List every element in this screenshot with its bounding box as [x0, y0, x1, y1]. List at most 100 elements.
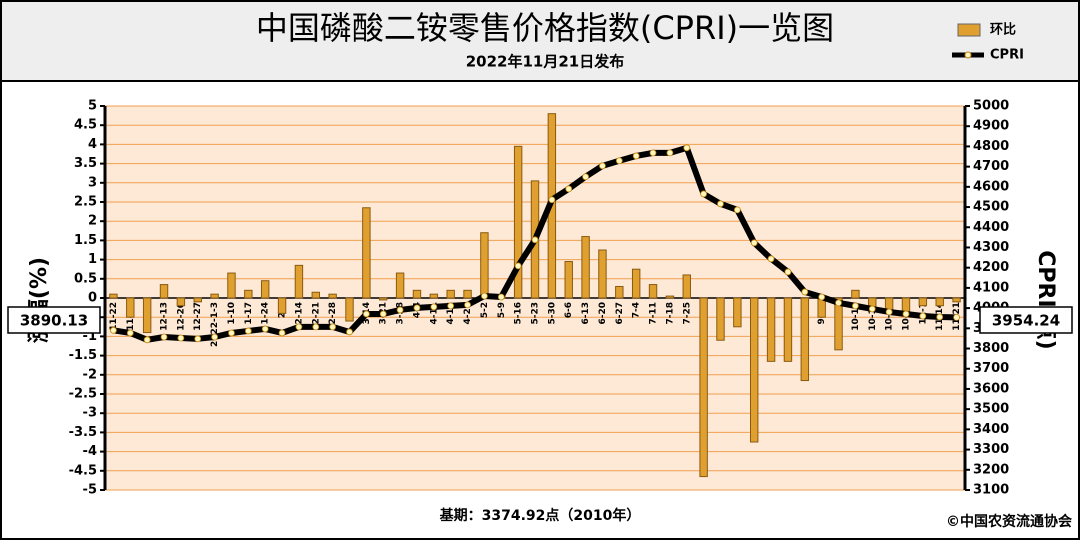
y-tick-label: -4.5 — [69, 463, 97, 478]
cpri-point — [936, 313, 944, 321]
bar — [328, 293, 337, 299]
cpri-point — [396, 306, 404, 314]
bar — [598, 249, 607, 299]
x-tick-label: 4-11 — [429, 302, 439, 325]
bar — [800, 297, 810, 382]
bar — [109, 293, 118, 299]
cpri-point — [295, 323, 303, 331]
y-tick-label: -2.5 — [69, 387, 97, 402]
x-tick-label: 12-27 — [193, 302, 203, 331]
y-tick-label: 4.5 — [74, 118, 97, 133]
y2-tick-label: 3300 — [973, 442, 1009, 457]
cpri-point — [700, 190, 708, 198]
cpri-point — [733, 206, 741, 214]
x-tick-label: 6-6 — [564, 302, 574, 318]
y-tick-label: 3 — [88, 175, 97, 190]
header — [0, 0, 1080, 82]
cpri-point — [177, 334, 185, 342]
cpri-point — [143, 336, 151, 344]
y-tick-label: 2.5 — [74, 195, 97, 210]
x-tick-label: 5-2 — [480, 302, 490, 318]
bar — [362, 207, 371, 299]
bar — [429, 293, 439, 299]
x-tick-label: 6-20 — [598, 302, 608, 325]
end-value-label: 3890.13 — [20, 312, 88, 330]
y2-axis-label: CPRI(点) — [1033, 250, 1059, 350]
cpri-point — [447, 302, 455, 310]
cpri-point — [649, 149, 657, 157]
cpri-point — [110, 326, 117, 334]
cpri-point — [278, 329, 286, 337]
cpri-point — [565, 185, 573, 193]
bar — [851, 289, 860, 299]
y2-tick-label: 4100 — [973, 280, 1009, 295]
cpri-point — [413, 304, 421, 312]
bar — [412, 289, 422, 299]
x-tick-label: 5-30 — [547, 302, 557, 325]
x-tick-label: 2-28 — [328, 302, 338, 325]
x-tick-label: 2022-1-3 — [210, 302, 220, 347]
bar — [952, 297, 961, 303]
x-tick-label: 11-22 — [109, 302, 119, 331]
x-tick-label: 4-18 — [446, 302, 456, 325]
bar — [682, 274, 691, 299]
x-tick-label: 2-21 — [311, 302, 321, 325]
cpri-point — [767, 255, 775, 263]
x-tick-label: 7-11 — [649, 302, 659, 325]
end-value-label: 3954.24 — [992, 312, 1060, 330]
cpri-point — [228, 329, 235, 337]
x-tick-label: 5-9 — [497, 302, 507, 318]
cpri-point — [835, 299, 842, 307]
y2-tick-label: 4200 — [973, 260, 1009, 275]
y2-tick-label: 5000 — [973, 99, 1009, 114]
y-tick-label: 1.5 — [74, 233, 97, 248]
y2-tick-label: 4600 — [973, 179, 1009, 194]
bar — [260, 280, 270, 299]
cpri-point — [851, 302, 859, 310]
y2-tick-label: 4500 — [973, 200, 1009, 215]
bar — [648, 284, 658, 299]
y-tick-label: -5 — [83, 483, 97, 498]
x-tick-label: 6-27 — [615, 302, 625, 325]
bar — [733, 297, 742, 328]
cpri-point — [750, 239, 758, 247]
bar — [716, 297, 725, 341]
cpri-point — [683, 144, 691, 152]
x-tick-label: 7-18 — [665, 302, 675, 325]
bar — [159, 284, 169, 299]
bar — [294, 264, 304, 299]
bar — [480, 232, 489, 299]
bar — [513, 145, 523, 299]
cpri-point — [818, 293, 826, 301]
cpri-point — [379, 310, 387, 318]
y-tick-label: -3 — [83, 406, 97, 421]
x-tick-label: 12-13 — [160, 302, 170, 331]
source: ©中国农资流通协会 — [946, 513, 1073, 530]
y-tick-label: 1 — [88, 252, 97, 267]
cpri-point — [548, 196, 556, 204]
cpri-point — [464, 301, 471, 309]
x-tick-label: 10-17 — [868, 302, 878, 331]
legend-label: CPRI — [990, 48, 1024, 63]
cpri-point — [244, 327, 252, 335]
x-tick-label: 5-16 — [514, 302, 524, 325]
cpri-point — [615, 157, 623, 165]
y-tick-label: -2 — [83, 367, 97, 382]
cpri-point — [126, 329, 134, 337]
y2-tick-label: 4700 — [973, 159, 1009, 174]
bar — [277, 297, 287, 314]
cpri-point — [632, 152, 640, 160]
cpri-point — [261, 325, 269, 333]
y2-tick-label: 4300 — [973, 240, 1009, 255]
y2-tick-label: 3700 — [973, 361, 1009, 376]
value-box — [7, 306, 101, 334]
x-tick-label: 5-23 — [531, 302, 541, 325]
bar — [935, 297, 944, 307]
bar — [227, 272, 236, 299]
cpri-point — [868, 305, 876, 313]
cpri-point — [902, 310, 910, 318]
cpri-point — [582, 173, 589, 181]
bar — [766, 297, 776, 362]
legend-label: 环比 — [990, 22, 1016, 38]
